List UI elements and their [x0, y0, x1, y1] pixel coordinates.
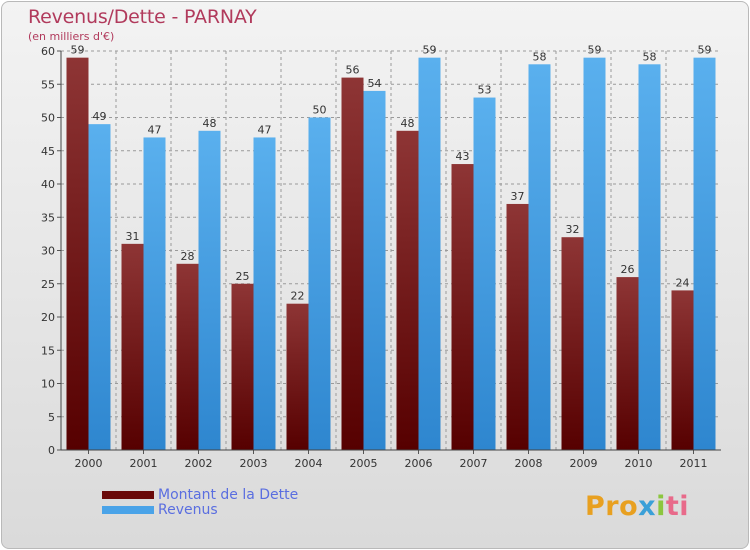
- data-label-debt-2007: 43: [456, 150, 470, 163]
- logo-part-3: i: [656, 491, 666, 522]
- data-label-revenue-2005: 54: [368, 77, 382, 90]
- bar-revenue-2003: [253, 137, 276, 450]
- data-label-revenue-2007: 53: [478, 84, 492, 97]
- y-tick-label-25: 25: [41, 278, 55, 291]
- bar-debt-2000: [66, 57, 89, 451]
- y-tick-label-30: 30: [41, 245, 55, 258]
- bar-debt-2004: [286, 303, 309, 450]
- bar-debt-2006: [396, 130, 419, 451]
- chart-title: Revenus/Dette - PARNAY: [28, 6, 257, 28]
- data-label-debt-2011: 24: [676, 276, 690, 289]
- legend-swatch-debt: [102, 491, 154, 499]
- y-tick-label-55: 55: [41, 78, 55, 91]
- y-tick-label-15: 15: [41, 344, 55, 357]
- data-label-debt-2002: 28: [181, 250, 195, 263]
- bar-debt-2008: [506, 203, 529, 450]
- data-label-revenue-2009: 59: [588, 44, 602, 57]
- legend-item-debt: Montant de la Dette: [102, 487, 299, 503]
- x-tick-label-2006: 2006: [405, 457, 433, 470]
- bar-revenue-2004: [308, 117, 331, 450]
- y-tick-label-45: 45: [41, 145, 55, 158]
- logo-part-1: Pro: [585, 491, 639, 522]
- bar-debt-2009: [561, 237, 584, 450]
- data-label-debt-2003: 25: [236, 270, 250, 283]
- bar-revenue-2000: [88, 124, 111, 451]
- bar-revenue-2010: [638, 64, 661, 451]
- bar-revenue-2009: [583, 57, 606, 451]
- bar-debt-2002: [176, 263, 199, 450]
- data-label-debt-2008: 37: [511, 190, 525, 203]
- data-label-revenue-2004: 50: [313, 104, 327, 117]
- y-tick-label-10: 10: [41, 378, 55, 391]
- data-label-debt-2005: 56: [346, 64, 360, 77]
- bar-debt-2005: [341, 77, 364, 450]
- data-label-revenue-2002: 48: [203, 117, 217, 130]
- x-tick-label-2003: 2003: [240, 457, 268, 470]
- bar-debt-2001: [121, 243, 144, 450]
- data-label-revenue-2008: 58: [533, 50, 547, 63]
- bar-debt-2007: [451, 164, 474, 451]
- data-label-revenue-2003: 47: [258, 123, 272, 136]
- bar-debt-2003: [231, 283, 254, 450]
- y-tick-label-60: 60: [41, 45, 55, 58]
- data-label-debt-2000: 59: [71, 44, 85, 57]
- bar-revenue-2002: [198, 130, 221, 451]
- x-tick-label-2010: 2010: [625, 457, 653, 470]
- bar-revenue-2005: [363, 90, 386, 451]
- bar-revenue-2011: [693, 57, 716, 451]
- x-tick-label-2011: 2011: [680, 457, 708, 470]
- bar-revenue-2006: [418, 57, 441, 451]
- y-tick-label-20: 20: [41, 311, 55, 324]
- data-label-debt-2001: 31: [126, 230, 140, 243]
- y-tick-label-35: 35: [41, 211, 55, 224]
- data-label-debt-2006: 48: [401, 117, 415, 130]
- x-tick-label-2002: 2002: [185, 457, 213, 470]
- logo-part-2: x: [638, 491, 657, 522]
- x-tick-label-2001: 2001: [130, 457, 158, 470]
- data-label-debt-2004: 22: [291, 290, 305, 303]
- x-tick-label-2000: 2000: [75, 457, 103, 470]
- bar-revenue-2001: [143, 137, 166, 450]
- bar-revenue-2008: [528, 64, 551, 451]
- data-label-debt-2010: 26: [621, 263, 635, 276]
- chart-subtitle: (en milliers d'€): [28, 30, 115, 43]
- bar-debt-2011: [671, 290, 694, 450]
- data-label-revenue-2006: 59: [423, 44, 437, 57]
- x-tick-label-2005: 2005: [350, 457, 378, 470]
- x-tick-label-2009: 2009: [570, 457, 598, 470]
- data-label-revenue-2001: 47: [148, 123, 162, 136]
- x-tick-label-2007: 2007: [460, 457, 488, 470]
- y-tick-label-50: 50: [41, 112, 55, 125]
- data-label-revenue-2010: 58: [643, 50, 657, 63]
- y-tick-label-5: 5: [48, 411, 55, 424]
- data-label-debt-2009: 32: [566, 223, 580, 236]
- legend-label-debt: Montant de la Dette: [158, 487, 299, 503]
- data-label-revenue-2000: 49: [93, 110, 107, 123]
- x-tick-label-2004: 2004: [295, 457, 323, 470]
- bar-revenue-2007: [473, 97, 496, 451]
- bar-debt-2010: [616, 277, 639, 450]
- y-tick-label-0: 0: [48, 444, 55, 457]
- y-tick-label-40: 40: [41, 178, 55, 191]
- proxiti-logo: Proxiti: [585, 491, 689, 522]
- x-tick-label-2008: 2008: [515, 457, 543, 470]
- legend-item-revenue: Revenus: [102, 502, 218, 518]
- legend-swatch-revenue: [102, 506, 154, 514]
- legend-label-revenue: Revenus: [158, 502, 218, 518]
- logo-part-4: ti: [665, 491, 690, 522]
- data-label-revenue-2011: 59: [698, 44, 712, 57]
